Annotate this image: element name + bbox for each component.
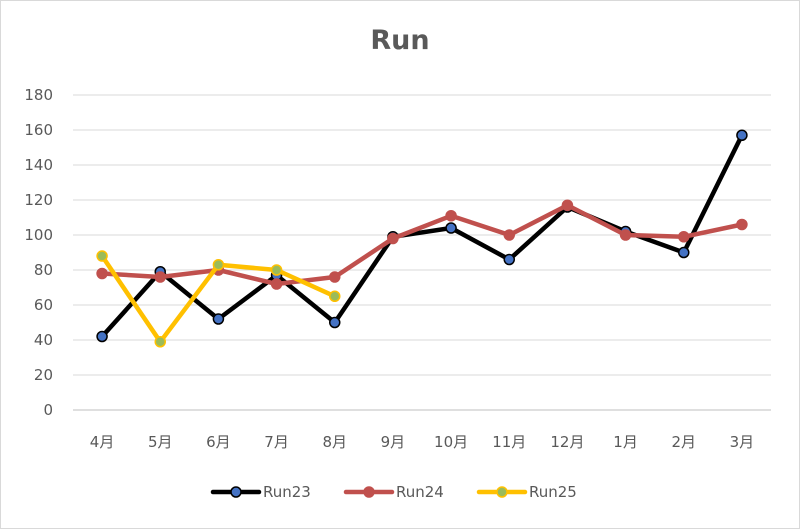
legend-item-run25: Run25 — [476, 483, 577, 501]
data-point-run24 — [561, 199, 574, 211]
data-point-run23 — [678, 246, 690, 259]
data-point-run24 — [445, 210, 457, 222]
data-point-run24 — [270, 278, 283, 290]
legend-item-run24: Run24 — [343, 483, 444, 501]
series-line-run24 — [99, 203, 745, 287]
data-point-run23 — [736, 129, 748, 141]
y-tick-label: 120 — [24, 191, 53, 209]
data-point-run25 — [270, 264, 283, 276]
data-point-run24 — [678, 231, 690, 243]
legend-item-run23: Run23 — [210, 483, 311, 501]
y-tick-label: 180 — [24, 86, 53, 104]
y-tick-label: 140 — [24, 156, 53, 174]
x-tick-label: 3月 — [730, 433, 755, 451]
legend-swatch-marker — [230, 486, 242, 498]
data-point-run24 — [736, 218, 748, 231]
chart-title: Run — [370, 25, 430, 56]
data-point-run24 — [154, 271, 166, 283]
data-point-run25 — [329, 290, 341, 302]
legend-label: Run24 — [396, 483, 444, 501]
y-tick-label: 80 — [34, 261, 53, 279]
x-tick-label: 9月 — [381, 433, 406, 451]
legend-swatch-marker — [496, 486, 508, 498]
data-point-run25 — [154, 336, 166, 348]
data-point-run23 — [503, 253, 515, 266]
x-tick-label: 1月 — [613, 433, 638, 451]
x-tick-label: 6月 — [206, 433, 231, 451]
y-tick-label: 20 — [34, 366, 53, 384]
data-point-run23 — [445, 222, 457, 234]
legend-label: Run23 — [263, 483, 311, 501]
data-point-run24 — [329, 271, 341, 283]
x-tick-label: 11月 — [492, 433, 526, 451]
data-point-run25 — [212, 259, 225, 271]
y-tick-label: 60 — [34, 296, 53, 314]
data-point-run24 — [619, 229, 632, 241]
y-tick-label: 40 — [34, 331, 53, 349]
y-tick-label: 0 — [43, 401, 53, 419]
x-tick-label: 8月 — [322, 433, 347, 451]
x-tick-label: 7月 — [264, 433, 289, 451]
y-tick-label: 100 — [24, 226, 53, 244]
data-point-run23 — [329, 316, 341, 329]
data-point-run24 — [96, 267, 108, 280]
data-point-run24 — [387, 232, 399, 245]
x-tick-label: 4月 — [90, 433, 115, 451]
y-tick-label: 160 — [24, 121, 53, 139]
data-point-run25 — [96, 250, 108, 262]
x-tick-label: 12月 — [550, 433, 584, 451]
data-point-run24 — [503, 229, 515, 241]
data-point-run23 — [212, 313, 225, 325]
data-point-run23 — [96, 330, 108, 343]
legend-swatch-marker — [363, 486, 375, 498]
x-tick-label: 2月 — [671, 433, 696, 451]
x-tick-label: 5月 — [148, 433, 173, 451]
legend-label: Run25 — [529, 483, 577, 501]
x-tick-label: 10月 — [434, 433, 468, 451]
